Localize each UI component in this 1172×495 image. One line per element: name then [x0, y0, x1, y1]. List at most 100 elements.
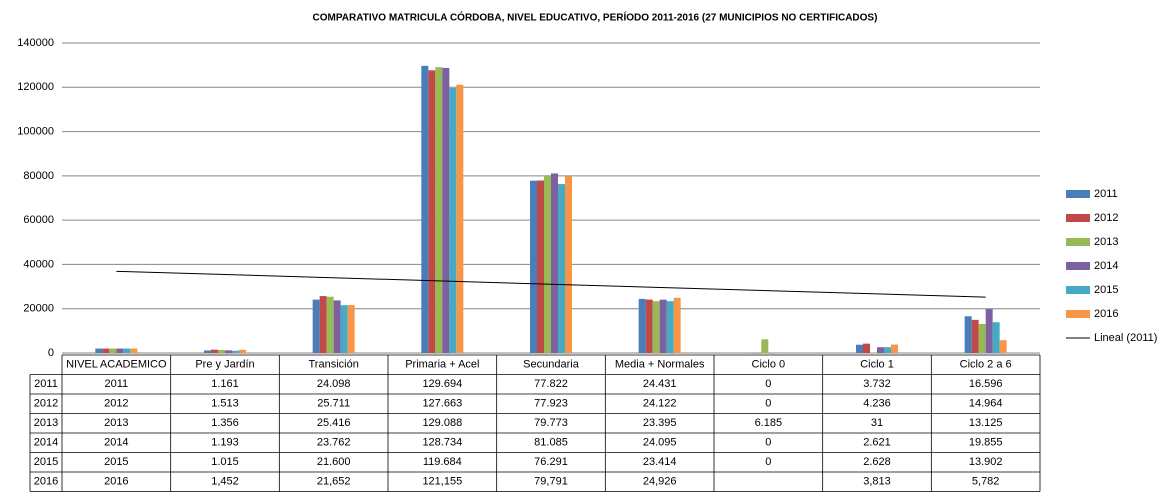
table-cell: 2.628	[863, 456, 891, 468]
bar	[116, 348, 124, 353]
table-cell: 77.923	[534, 398, 568, 410]
legend-label: Lineal (2011)	[1094, 332, 1157, 344]
table-cell: 25.416	[317, 417, 351, 429]
table-cell: 2013	[104, 417, 128, 429]
legend-swatch	[1066, 190, 1090, 198]
table-cell: 13.125	[969, 417, 1003, 429]
legend-label: 2016	[1094, 308, 1118, 320]
table-cell: 128.734	[422, 437, 462, 449]
bar	[239, 349, 246, 353]
bar	[442, 67, 450, 354]
bar	[652, 301, 660, 353]
y-tick-label: 140000	[17, 37, 54, 49]
bar	[978, 323, 986, 353]
table-cell: 13.902	[969, 456, 1003, 468]
table-cell: 119.684	[423, 456, 462, 468]
bar	[340, 305, 348, 353]
legend-label: 2015	[1094, 284, 1118, 296]
bar	[319, 296, 327, 353]
table-header: Transición	[308, 359, 358, 371]
table-cell: 24.431	[643, 378, 677, 390]
bar	[218, 349, 225, 353]
table-cell: 31	[871, 417, 883, 429]
table-cell: 0	[765, 437, 771, 449]
bar	[95, 348, 103, 353]
table-cell: 129.694	[422, 378, 462, 390]
table-cell: 14.964	[969, 398, 1003, 410]
y-tick-label: 40000	[23, 258, 54, 270]
table-cell: 5,782	[972, 476, 1000, 488]
table-cell: 1.015	[211, 456, 239, 468]
y-tick-label: 80000	[23, 170, 54, 182]
table-cell: 129.088	[422, 417, 462, 429]
table-cell: 2015	[104, 456, 128, 468]
table-cell: 21,652	[317, 476, 351, 488]
table-row-label: 2013	[34, 417, 58, 429]
table-cell: 4.236	[863, 398, 891, 410]
table-cell: 1.513	[211, 398, 239, 410]
table-cell: 0	[765, 456, 771, 468]
bar	[347, 305, 355, 353]
table-cell: 1.161	[211, 378, 239, 390]
bar	[435, 67, 443, 353]
table-header: Media + Normales	[615, 359, 705, 371]
bar	[754, 353, 762, 354]
table-header: NIVEL ACADEMICO	[66, 359, 167, 371]
y-tick-label: 0	[48, 347, 54, 359]
bar	[985, 309, 993, 353]
table-header: Ciclo 0	[752, 359, 786, 371]
table-cell: 16.596	[969, 378, 1003, 390]
table-cell: 2012	[104, 398, 128, 410]
table-cell: 127.663	[422, 398, 462, 410]
legend-swatch	[1066, 238, 1090, 246]
bar	[856, 344, 863, 353]
bar	[225, 350, 232, 353]
bar	[204, 350, 211, 353]
legend-swatch	[1066, 214, 1090, 222]
bar	[877, 347, 884, 353]
table-cell: 2011	[105, 378, 129, 390]
table-cell: 1,452	[211, 476, 239, 488]
bar	[761, 339, 769, 353]
table-cell: 6.185	[755, 417, 783, 429]
bar	[326, 296, 334, 353]
trendline	[116, 270, 986, 298]
table-row-label: 2016	[34, 476, 58, 488]
legend-label: 2012	[1094, 212, 1118, 224]
table-row-label: 2011	[34, 378, 58, 390]
bar	[530, 180, 537, 353]
table-header: Secundaria	[523, 359, 580, 371]
table-cell: 79.773	[534, 417, 568, 429]
table-header: Primaria + Acel	[405, 359, 479, 371]
bar	[673, 297, 681, 353]
table-cell: 23.395	[643, 417, 677, 429]
legend-swatch	[1066, 262, 1090, 270]
table-cell: 24.095	[643, 437, 677, 449]
bar	[211, 349, 218, 353]
table-cell: 0	[765, 398, 771, 410]
legend-label: 2013	[1094, 236, 1118, 248]
table-cell: 21.600	[317, 456, 351, 468]
table-cell: 24,926	[643, 476, 677, 488]
table-cell: 25.711	[317, 398, 350, 410]
table-cell: 2014	[104, 437, 128, 449]
y-tick-label: 120000	[17, 81, 54, 93]
bar	[333, 300, 341, 353]
table-cell: 23.762	[317, 437, 351, 449]
y-tick-label: 100000	[17, 125, 54, 137]
bar	[775, 353, 783, 354]
table-row-label: 2014	[34, 437, 58, 449]
bar	[449, 87, 457, 354]
table-header: Pre y Jardín	[195, 359, 254, 371]
bar	[891, 344, 898, 353]
table-header: Ciclo 1	[860, 359, 894, 371]
table-cell: 19.855	[969, 437, 1003, 449]
table-cell: 76.291	[534, 456, 568, 468]
bar	[544, 176, 551, 353]
table-cell: 2016	[104, 476, 128, 488]
bar	[638, 298, 646, 353]
table-cell: 23.414	[643, 456, 677, 468]
table-cell: 0	[765, 378, 771, 390]
table-cell: 1.193	[211, 437, 239, 449]
